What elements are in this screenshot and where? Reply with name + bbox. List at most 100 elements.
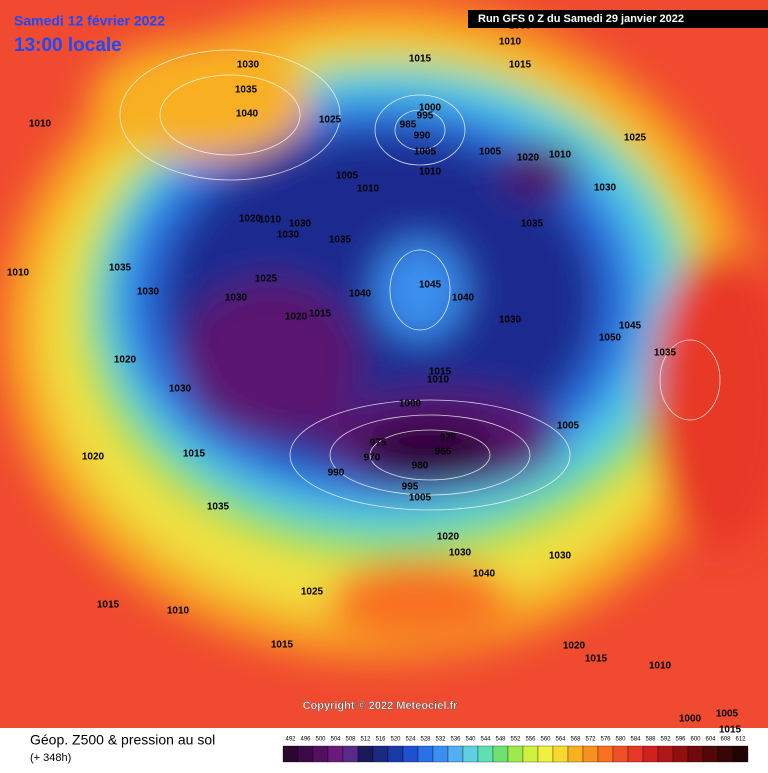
isobar-label: 1045 <box>419 280 442 291</box>
scale-label: 588 <box>645 737 656 743</box>
isobar-label: 1005 <box>557 421 580 432</box>
scale-label: 572 <box>585 737 596 743</box>
isobar-label: 1010 <box>29 119 52 130</box>
isobar-label: 1005 <box>716 709 739 720</box>
scale-label: 508 <box>345 737 356 743</box>
isobar-label: 1020 <box>285 312 308 323</box>
isobar-label: 1035 <box>109 263 132 274</box>
color-scale: 492 496 500 504 508 512 516 520 524 528 532 536 540 5… <box>282 737 749 763</box>
isobar-label: 1015 <box>183 449 206 460</box>
isobar-label: 1015 <box>585 654 608 665</box>
scale-swatch <box>297 745 314 763</box>
isobar-label: 1035 <box>207 502 230 513</box>
isobar-label: 1015 <box>429 367 452 378</box>
isobar-label: 1025 <box>319 115 342 126</box>
isobar-label: 995 <box>417 111 434 122</box>
scale-swatch <box>657 745 674 763</box>
isobar-lines <box>119 49 721 511</box>
isobar-labels: 1010103010351040101010151015102510009959… <box>7 21 742 736</box>
isobar-label: 1030 <box>509 21 532 32</box>
isobar-label: 985 <box>400 120 417 131</box>
scale-swatch <box>342 745 359 763</box>
isobar-label: 1025 <box>255 274 278 285</box>
scale-label: 612 <box>735 737 746 743</box>
isobar-label: 1005 <box>414 147 437 158</box>
scale-swatch <box>567 745 584 763</box>
scale-swatch <box>327 745 344 763</box>
scale-label: 528 <box>420 737 431 743</box>
scale-label: 492 <box>285 737 296 743</box>
scale-swatch <box>477 745 494 763</box>
scale-label: 552 <box>510 737 521 743</box>
scale-swatch <box>387 745 404 763</box>
scale-swatch <box>552 745 569 763</box>
date: Samedi 12 février 2022 <box>14 13 165 29</box>
scale-swatch <box>612 745 629 763</box>
isobar-label: 1010 <box>7 268 30 279</box>
scale-label: 596 <box>675 737 686 743</box>
footer-title: Géop. Z500 & pression au sol <box>30 732 215 748</box>
scale-swatch <box>732 745 749 763</box>
isobar-label: 1015 <box>509 60 532 71</box>
isobar-label: 1020 <box>437 532 460 543</box>
scale-label: 576 <box>600 737 611 743</box>
scale-label: 592 <box>660 737 671 743</box>
isobar-label: 1030 <box>289 219 312 230</box>
footer-lead: (+ 348h) <box>30 752 71 764</box>
scale-label: 536 <box>450 737 461 743</box>
run-info: Run GFS 0 Z du Samedi 29 janvier 2022 <box>478 13 684 25</box>
isobar-label: 1000 <box>419 103 442 114</box>
isobar-label: 1030 <box>449 548 472 559</box>
scale-swatch <box>627 745 644 763</box>
scale-swatch <box>462 745 479 763</box>
scale-label: 532 <box>435 737 446 743</box>
scale-label: 544 <box>480 737 491 743</box>
scale-label: 556 <box>525 737 536 743</box>
isobar-label: 1020 <box>563 641 586 652</box>
isobar-label: 1050 <box>599 333 622 344</box>
isobar-label: 1040 <box>452 293 475 304</box>
scale-swatch <box>672 745 689 763</box>
isobar-label: 1020 <box>239 214 262 225</box>
scale-swatch <box>582 745 599 763</box>
scale-label: 540 <box>465 737 476 743</box>
isobar-label: 1010 <box>649 661 672 672</box>
isobar-label: 1030 <box>237 60 260 71</box>
isobar-label: 1010 <box>499 37 522 48</box>
scale-swatch <box>687 745 704 763</box>
scale-label: 564 <box>555 737 566 743</box>
time: 13:00 locale <box>14 35 122 56</box>
field <box>0 0 768 728</box>
isobar-label: 1035 <box>654 348 677 359</box>
isobar-label: 1030 <box>549 551 572 562</box>
scale-swatch <box>717 745 734 763</box>
isobar-label: 970 <box>364 453 381 464</box>
isobar-label: 975 <box>440 433 457 444</box>
isobar-label: 1030 <box>594 183 617 194</box>
isobar-label: 1040 <box>349 289 372 300</box>
isobar-label: 1030 <box>137 287 160 298</box>
scale-swatch <box>447 745 464 763</box>
isobar-label: 1020 <box>82 452 105 463</box>
isobar-label: 1020 <box>114 355 137 366</box>
scale-label: 600 <box>690 737 701 743</box>
scale-swatch <box>432 745 449 763</box>
isobar-label: 990 <box>414 131 431 142</box>
isobar-label: 1035 <box>521 219 544 230</box>
isobar-label: 980 <box>412 461 429 472</box>
isobar-label: 1025 <box>301 587 324 598</box>
scale-swatch <box>357 745 374 763</box>
isobar-label: 1010 <box>259 215 282 226</box>
isobar-label: 1010 <box>549 150 572 161</box>
scale-swatch <box>402 745 419 763</box>
scale-swatch <box>312 745 329 763</box>
scale-label: 512 <box>360 737 371 743</box>
scale-label: 516 <box>375 737 386 743</box>
scale-swatch <box>537 745 554 763</box>
scale-label: 548 <box>495 737 506 743</box>
isobar-label: 1045 <box>619 321 642 332</box>
copyright: Copyright © 2022 Meteociel.fr <box>303 700 459 712</box>
run-banner <box>468 10 768 28</box>
scale-swatch <box>597 745 614 763</box>
